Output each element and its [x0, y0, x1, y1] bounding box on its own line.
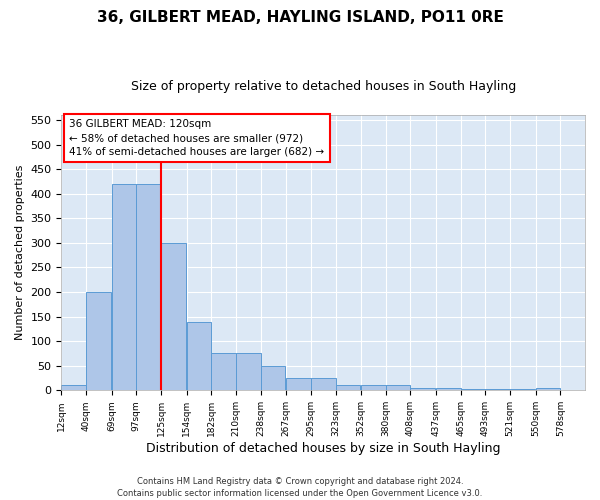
Bar — [311, 378, 335, 390]
Y-axis label: Number of detached properties: Number of detached properties — [15, 165, 25, 340]
Bar — [410, 388, 435, 390]
Bar — [335, 386, 360, 390]
Bar — [361, 386, 386, 390]
Bar — [236, 354, 260, 391]
Title: Size of property relative to detached houses in South Hayling: Size of property relative to detached ho… — [131, 80, 516, 93]
Bar — [86, 292, 111, 390]
Bar — [386, 386, 410, 390]
Bar — [536, 388, 560, 390]
X-axis label: Distribution of detached houses by size in South Hayling: Distribution of detached houses by size … — [146, 442, 500, 455]
Bar — [161, 243, 185, 390]
Bar — [112, 184, 136, 390]
Text: 36, GILBERT MEAD, HAYLING ISLAND, PO11 0RE: 36, GILBERT MEAD, HAYLING ISLAND, PO11 0… — [97, 10, 503, 25]
Bar — [136, 184, 161, 390]
Bar — [211, 354, 236, 391]
Text: Contains HM Land Registry data © Crown copyright and database right 2024.
Contai: Contains HM Land Registry data © Crown c… — [118, 476, 482, 498]
Bar — [436, 388, 461, 390]
Bar — [260, 366, 285, 390]
Text: 36 GILBERT MEAD: 120sqm
← 58% of detached houses are smaller (972)
41% of semi-d: 36 GILBERT MEAD: 120sqm ← 58% of detache… — [69, 119, 325, 157]
Bar — [187, 322, 211, 390]
Bar — [286, 378, 311, 390]
Bar — [61, 386, 86, 390]
